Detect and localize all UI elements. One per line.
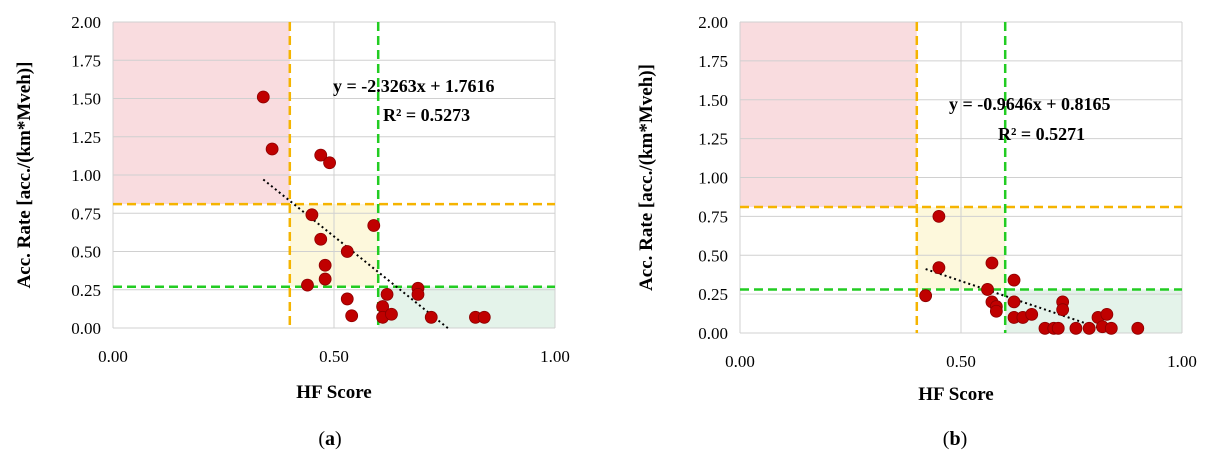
data-point (1007, 295, 1021, 309)
data-point (1056, 303, 1070, 317)
data-point (367, 219, 381, 232)
y-tick-label: 0.75 (698, 207, 728, 226)
scatter-chart-b: 0.00 0.25 0.50 0.75 1.00 1.25 1.50 1.75 2.00 0.00… (636, 13, 1197, 450)
y-tick-label: 1.00 (71, 166, 101, 185)
y-tick-label: 1.25 (71, 128, 101, 147)
data-point (1025, 307, 1039, 321)
data-point (981, 283, 994, 296)
r-squared-label: R² = 0.5271 (998, 124, 1085, 144)
y-tick-label: 2.00 (71, 13, 101, 32)
data-point (985, 256, 999, 270)
y-tick-label: 0.50 (71, 243, 101, 262)
data-point (989, 304, 1003, 318)
scatter-chart-a: 0.00 0.25 0.50 0.75 1.00 1.25 1.50 1.75 2.00 0.00… (14, 13, 570, 450)
data-point (1082, 321, 1096, 335)
data-point (318, 272, 332, 286)
data-point (380, 287, 394, 301)
data-point (340, 245, 354, 258)
data-point (318, 258, 332, 272)
data-point (305, 208, 319, 222)
green-zone (378, 286, 555, 328)
y-axis-label: Acc. Rate [acc./(km*Mveh)] (636, 64, 657, 291)
subfigure-label: (b) (943, 428, 967, 450)
x-tick-label: 0.50 (946, 352, 976, 371)
trendline-equation: y = -0.9646x + 0.8165 (949, 94, 1111, 114)
data-point (1069, 321, 1083, 335)
data-point (345, 309, 359, 323)
data-point (1051, 321, 1065, 335)
x-axis-label: HF Score (296, 382, 371, 403)
chart-panel-b: 0.00 0.25 0.50 0.75 1.00 1.25 1.50 1.75 2.00 0.00… (600, 0, 1211, 457)
data-point (301, 278, 314, 292)
y-tick-label: 0.75 (71, 204, 101, 223)
data-point (932, 261, 946, 275)
y-tick-label: 1.75 (698, 52, 728, 71)
x-tick-label: 0.00 (725, 352, 755, 371)
data-point (385, 307, 398, 321)
y-tick-label: 2.00 (698, 13, 728, 32)
x-tick-label: 1.00 (540, 347, 570, 366)
x-tick-label: 0.00 (98, 347, 128, 366)
y-tick-label: 1.25 (698, 130, 728, 149)
red-zone (113, 22, 290, 205)
y-tick-label: 0.25 (71, 281, 101, 300)
data-point (424, 310, 438, 324)
x-tick-label: 0.50 (319, 347, 349, 366)
data-point (314, 232, 328, 246)
data-point (411, 287, 425, 301)
data-point (340, 292, 354, 306)
data-point (1104, 321, 1118, 335)
y-tick-label: 0.50 (698, 246, 728, 265)
y-tick-label: 0.00 (698, 324, 728, 343)
data-point (323, 156, 336, 170)
subfigure-label: (a) (318, 428, 341, 450)
data-point (1131, 321, 1145, 335)
data-point (932, 209, 946, 223)
y-tick-label: 1.50 (71, 90, 101, 109)
x-tick-label: 1.00 (1167, 352, 1197, 371)
data-point (477, 310, 491, 324)
x-axis-label: HF Score (918, 384, 993, 405)
r-squared-label: R² = 0.5273 (383, 105, 470, 125)
trendline-equation: y = -2.3263x + 1.7616 (333, 76, 495, 96)
data-point (1007, 273, 1021, 287)
red-zone (740, 22, 917, 208)
data-point (265, 142, 279, 156)
y-tick-label: 1.50 (698, 91, 728, 110)
data-point (314, 148, 328, 162)
y-tick-label: 0.00 (71, 319, 101, 338)
y-tick-label: 0.25 (698, 285, 728, 304)
data-point (1100, 307, 1114, 321)
data-point (256, 90, 270, 104)
y-tick-label: 1.00 (698, 169, 728, 188)
chart-panel-a: 0.00 0.25 0.50 0.75 1.00 1.25 1.50 1.75 2.00 0.00… (0, 0, 600, 457)
y-axis-label: Acc. Rate [acc./(km*Mveh)] (14, 62, 35, 289)
data-point (919, 289, 933, 303)
y-tick-label: 1.75 (71, 51, 101, 70)
